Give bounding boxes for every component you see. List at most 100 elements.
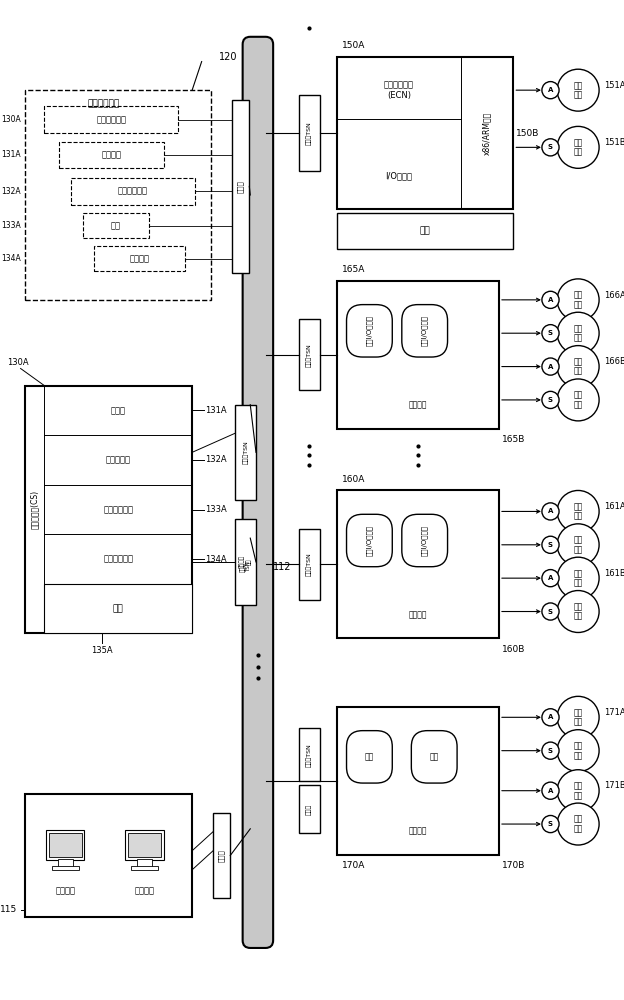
Bar xyxy=(49,833,82,857)
Text: 以太网TSN: 以太网TSN xyxy=(306,343,312,367)
Text: 工程师站: 工程师站 xyxy=(135,886,155,895)
Text: 135A: 135A xyxy=(90,646,112,655)
Text: 以太网TSN: 以太网TSN xyxy=(306,121,312,145)
Bar xyxy=(44,584,192,633)
Text: A: A xyxy=(548,575,553,581)
Text: 现场: 现场 xyxy=(573,741,583,750)
Text: 现场: 现场 xyxy=(573,502,583,511)
Bar xyxy=(299,785,320,833)
Circle shape xyxy=(542,325,559,342)
Circle shape xyxy=(542,358,559,375)
Circle shape xyxy=(557,730,599,772)
Bar xyxy=(137,859,152,867)
Circle shape xyxy=(557,524,599,566)
Bar xyxy=(82,213,149,238)
Text: 现场: 现场 xyxy=(573,324,583,333)
Text: 网关: 网关 xyxy=(429,752,439,761)
Text: S: S xyxy=(548,748,553,754)
Bar xyxy=(337,57,514,209)
Text: 边缘控制节点
(ECN): 边缘控制节点 (ECN) xyxy=(384,80,414,100)
Text: 设备: 设备 xyxy=(573,400,583,409)
Text: 171A: 171A xyxy=(604,708,624,717)
Bar xyxy=(299,319,320,390)
Text: A: A xyxy=(548,364,553,370)
FancyBboxPatch shape xyxy=(346,305,392,357)
Text: 151A: 151A xyxy=(604,81,624,90)
Text: 设备: 设备 xyxy=(573,578,583,587)
Text: 程序开发工具: 程序开发工具 xyxy=(88,99,120,108)
Bar xyxy=(59,142,163,168)
Text: 程序开发工具: 程序开发工具 xyxy=(96,115,126,124)
FancyBboxPatch shape xyxy=(346,731,392,783)
Text: A: A xyxy=(548,297,553,303)
Circle shape xyxy=(542,570,559,587)
Text: S: S xyxy=(548,542,553,548)
Text: 161A: 161A xyxy=(604,502,624,511)
Text: 网关: 网关 xyxy=(365,752,374,761)
Bar xyxy=(299,529,320,600)
Text: S: S xyxy=(548,330,553,336)
Circle shape xyxy=(557,591,599,632)
Text: 132A: 132A xyxy=(205,455,227,464)
Bar xyxy=(129,833,160,857)
Text: 132A: 132A xyxy=(1,187,21,196)
Text: 设备: 设备 xyxy=(573,333,583,342)
Circle shape xyxy=(542,709,559,726)
Text: 现场: 现场 xyxy=(573,781,583,790)
Bar xyxy=(337,490,499,638)
Text: 基本I/O控制器: 基本I/O控制器 xyxy=(366,525,373,556)
Bar xyxy=(235,519,256,605)
Bar xyxy=(337,213,514,249)
Bar xyxy=(26,794,192,917)
Text: 现场: 现场 xyxy=(573,81,583,90)
Text: 操作系统: 操作系统 xyxy=(409,400,427,409)
Text: 设备: 设备 xyxy=(573,90,583,99)
Text: 智能I/O控制器: 智能I/O控制器 xyxy=(421,315,428,346)
Circle shape xyxy=(557,803,599,845)
Circle shape xyxy=(542,536,559,553)
Circle shape xyxy=(557,770,599,812)
Text: 161B: 161B xyxy=(604,569,624,578)
Text: 131A: 131A xyxy=(1,150,21,159)
Circle shape xyxy=(557,312,599,354)
Text: 设备: 设备 xyxy=(573,300,583,309)
Text: 现场: 现场 xyxy=(573,602,583,611)
Text: 166B: 166B xyxy=(604,357,624,366)
Circle shape xyxy=(542,139,559,156)
Text: 112: 112 xyxy=(273,562,291,572)
Text: 166A: 166A xyxy=(604,291,624,300)
FancyBboxPatch shape xyxy=(402,305,447,357)
Text: 115: 115 xyxy=(0,905,17,914)
Text: 设备: 设备 xyxy=(573,824,583,833)
Text: 历史工具: 历史工具 xyxy=(101,150,121,159)
Text: 设备: 设备 xyxy=(573,718,583,727)
Text: 主机操作系统: 主机操作系统 xyxy=(103,505,134,514)
Text: 设备: 设备 xyxy=(573,545,583,554)
Text: 130A: 130A xyxy=(7,358,29,367)
Text: 缓排: 缓排 xyxy=(420,227,431,236)
Bar xyxy=(235,405,256,500)
Text: 134A: 134A xyxy=(1,254,21,263)
Circle shape xyxy=(557,279,599,321)
Text: 操作系统: 操作系统 xyxy=(409,610,427,619)
Circle shape xyxy=(542,391,559,409)
Text: 现场: 现场 xyxy=(573,569,583,578)
FancyBboxPatch shape xyxy=(243,37,273,948)
Text: x86/ARM硬件: x86/ARM硬件 xyxy=(482,111,491,155)
Text: 控制服务器(CS): 控制服务器(CS) xyxy=(31,490,39,529)
Text: I/O控制器: I/O控制器 xyxy=(386,171,412,180)
Circle shape xyxy=(542,815,559,833)
Text: 151B: 151B xyxy=(604,138,624,147)
Text: 虚拟机: 虚拟机 xyxy=(111,406,126,415)
Circle shape xyxy=(542,603,559,620)
Text: 133A: 133A xyxy=(1,221,21,230)
Bar xyxy=(71,178,195,205)
Text: 170B: 170B xyxy=(502,861,525,870)
Text: 管理程序层: 管理程序层 xyxy=(105,455,131,464)
Bar xyxy=(94,246,185,271)
FancyBboxPatch shape xyxy=(402,514,447,567)
Circle shape xyxy=(557,557,599,599)
Text: 现场: 现场 xyxy=(573,708,583,717)
Bar xyxy=(46,830,84,860)
Text: 缓排: 缓排 xyxy=(113,604,124,613)
